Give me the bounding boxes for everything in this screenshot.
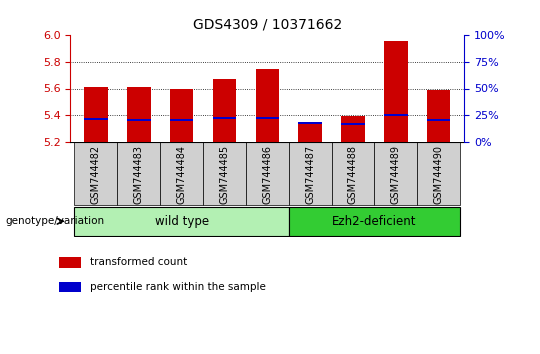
Text: GSM744487: GSM744487 — [305, 145, 315, 204]
Bar — [341, 124, 365, 125]
FancyBboxPatch shape — [289, 142, 332, 205]
Bar — [213, 117, 236, 119]
Text: GSM744488: GSM744488 — [348, 145, 358, 204]
Bar — [127, 120, 151, 121]
Text: Ezh2-deficient: Ezh2-deficient — [332, 215, 417, 228]
FancyBboxPatch shape — [417, 142, 460, 205]
FancyBboxPatch shape — [246, 142, 289, 205]
Bar — [384, 114, 408, 116]
Text: percentile rank within the sample: percentile rank within the sample — [90, 282, 266, 292]
Bar — [213, 79, 236, 142]
Text: GSM744482: GSM744482 — [91, 145, 101, 204]
FancyBboxPatch shape — [75, 207, 289, 236]
FancyBboxPatch shape — [332, 142, 374, 205]
Bar — [170, 120, 193, 121]
Text: GSM744485: GSM744485 — [219, 145, 230, 204]
Text: GSM744483: GSM744483 — [134, 145, 144, 204]
Bar — [84, 87, 107, 142]
Bar — [299, 122, 322, 124]
FancyBboxPatch shape — [75, 142, 117, 205]
Bar — [127, 87, 151, 142]
FancyBboxPatch shape — [374, 142, 417, 205]
Text: GSM744489: GSM744489 — [391, 145, 401, 204]
Text: GSM744486: GSM744486 — [262, 145, 272, 204]
Text: GSM744484: GSM744484 — [177, 145, 187, 204]
FancyBboxPatch shape — [289, 207, 460, 236]
Bar — [59, 281, 81, 292]
Bar — [427, 90, 450, 142]
Bar — [384, 41, 408, 142]
Title: GDS4309 / 10371662: GDS4309 / 10371662 — [193, 17, 342, 32]
Bar — [341, 116, 365, 142]
FancyBboxPatch shape — [117, 142, 160, 205]
Bar — [427, 120, 450, 121]
FancyBboxPatch shape — [203, 142, 246, 205]
Bar — [59, 257, 81, 268]
Text: wild type: wild type — [154, 215, 208, 228]
Bar — [170, 88, 193, 142]
Text: genotype/variation: genotype/variation — [5, 216, 105, 226]
Bar — [255, 117, 279, 119]
FancyBboxPatch shape — [160, 142, 203, 205]
Text: transformed count: transformed count — [90, 257, 187, 267]
Text: GSM744490: GSM744490 — [434, 145, 444, 204]
Bar — [255, 69, 279, 142]
Bar — [299, 122, 322, 142]
Bar — [84, 118, 107, 120]
